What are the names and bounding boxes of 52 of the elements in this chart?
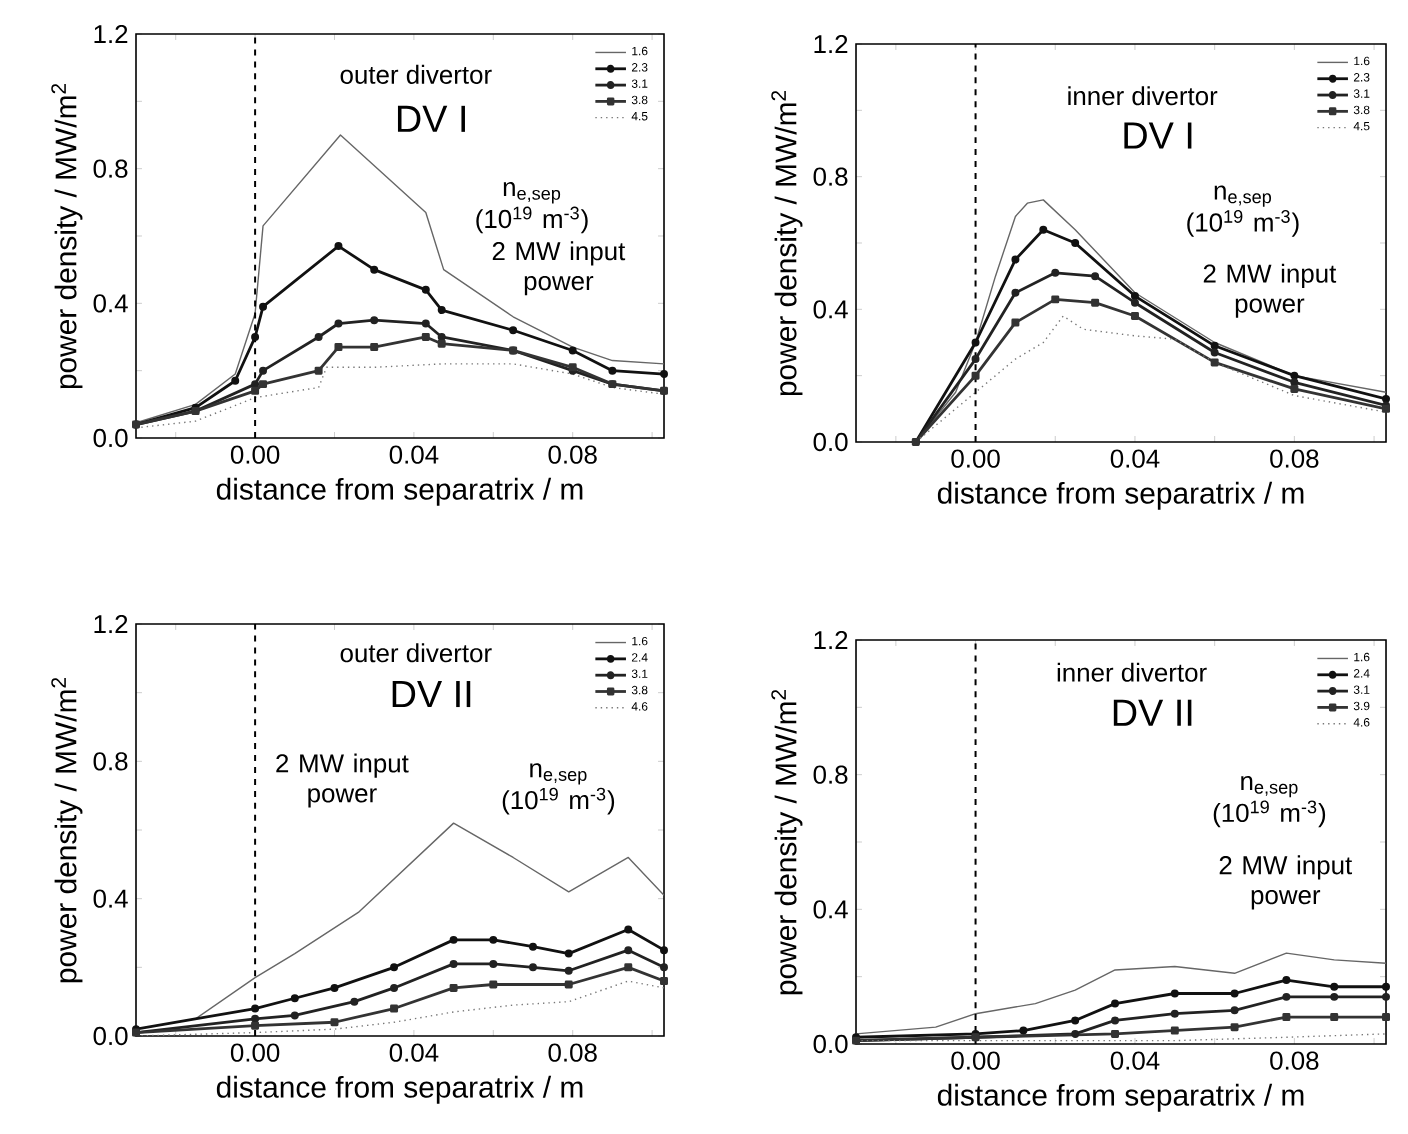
annotation: DV II: [1113, 699, 1192, 726]
x-axis-title: distance from separatrix / m: [937, 1083, 1304, 1112]
y-tick-label: 1.2: [94, 24, 128, 44]
y-tick-label: 0.0: [813, 1034, 848, 1054]
annotation: inner divertor: [1057, 662, 1207, 682]
x-tick-label: 0.04: [389, 1043, 439, 1062]
annotation: DV I: [397, 105, 465, 132]
y-tick-label: 0.4: [813, 300, 848, 319]
x-tick-label: 0.04: [1110, 1051, 1160, 1070]
annotation: 2 MW input power: [492, 241, 626, 296]
x-tick-label: 0.00: [951, 1051, 1000, 1070]
y-tick-label: 0.0: [813, 432, 848, 452]
y-tick-label: 0.4: [93, 294, 128, 313]
x-axis-title: distance from separatrix / m: [937, 481, 1304, 510]
x-axis-title: distance from separatrix / m: [216, 1075, 583, 1104]
legend-title: n$_{e,sep}$ (10$^{19}$ m$^{-3}$): [1213, 776, 1326, 828]
y-axis-title: power density / MW/m$^{2}$: [51, 677, 83, 983]
annotation: inner divertor: [1068, 86, 1218, 106]
y-tick-label: 0.8: [93, 752, 128, 771]
y-tick-label: 1.2: [94, 614, 128, 634]
x-axis-title: distance from separatrix / m: [216, 477, 583, 506]
x-tick-label: 0.00: [230, 445, 280, 464]
y-tick-label: 0.8: [813, 765, 848, 784]
annotation: outer divertor: [340, 64, 492, 84]
y-tick-label: 0.8: [813, 167, 848, 186]
annotation: 2 MW input power: [1219, 855, 1353, 910]
y-tick-label: 1.2: [814, 34, 848, 54]
y-tick-label: 0.4: [93, 889, 128, 908]
annotation: outer divertor: [340, 643, 492, 663]
x-tick-label: 0.04: [1110, 449, 1160, 468]
y-tick-label: 1.2: [814, 630, 848, 650]
x-tick-label: 0.00: [951, 449, 1000, 468]
y-axis-title: power density / MW/m$^{2}$: [771, 689, 803, 995]
x-tick-label: 0.08: [1270, 449, 1319, 468]
annotation: 2 MW input power: [276, 753, 409, 808]
legend-title: n$_{e,sep}$ (10$^{19}$ m$^{-3}$): [1187, 185, 1299, 237]
x-tick-label: 0.08: [1270, 1051, 1319, 1070]
annotation: DV I: [1124, 122, 1192, 149]
y-tick-label: 0.0: [93, 428, 128, 448]
legend-title: n$_{e,sep}$ (10$^{19}$ m$^{-3}$): [476, 182, 588, 234]
y-axis-title: power density / MW/m$^{2}$: [51, 83, 83, 389]
x-tick-label: 0.04: [389, 445, 439, 464]
annotation: DV II: [392, 681, 471, 708]
x-tick-label: 0.08: [548, 1043, 597, 1062]
legend-title: n$_{e,sep}$ (10$^{19}$ m$^{-3}$): [502, 763, 615, 815]
annotation: 2 MW input power: [1203, 263, 1337, 318]
x-tick-label: 0.08: [548, 445, 597, 464]
y-tick-label: 0.8: [93, 159, 128, 178]
x-tick-label: 0.00: [230, 1043, 280, 1062]
y-tick-label: 0.4: [813, 900, 848, 919]
y-tick-label: 0.0: [93, 1026, 128, 1046]
y-axis-title: power density / MW/m$^{2}$: [771, 90, 803, 396]
